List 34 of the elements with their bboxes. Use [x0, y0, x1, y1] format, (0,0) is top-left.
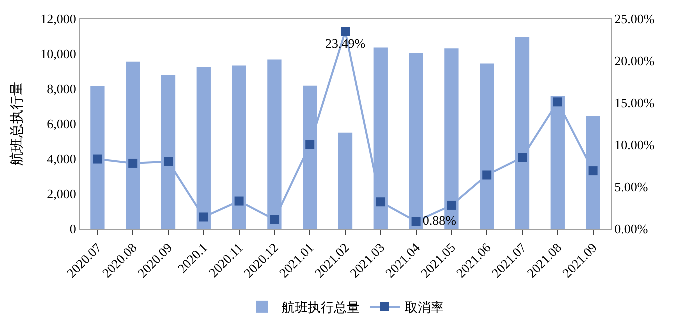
point [128, 158, 138, 168]
point [447, 200, 456, 210]
y2-tick-label: 15.00% [614, 96, 655, 111]
y-tick-label: 6,000 [47, 116, 76, 132]
point [341, 27, 350, 36]
point [306, 140, 315, 150]
point [234, 196, 244, 206]
y2-tick-label: 25.00% [614, 12, 655, 27]
y-tick-label: 0 [70, 222, 76, 237]
point [412, 217, 421, 226]
y2-tick-label: 10.00% [614, 138, 655, 153]
point [199, 212, 208, 222]
point [164, 157, 173, 166]
point [518, 153, 527, 162]
y-tick-label: 8,000 [47, 82, 76, 97]
legend-label: 航班执行总量 [282, 300, 360, 316]
y-tick-label: 10,000 [40, 46, 76, 62]
point [376, 198, 386, 207]
point [270, 215, 280, 224]
point [93, 154, 102, 164]
y2-tick-label: 20.00% [614, 54, 655, 69]
y-axis-title: 航班总执行量 [9, 82, 26, 166]
legend-label: 取消率 [405, 300, 444, 316]
y2-tick-label: 5.00% [614, 180, 648, 195]
data-label: 0.88% [422, 212, 457, 228]
y2-tick-label: 0.00% [614, 222, 648, 237]
data-label: 23.49% [325, 36, 366, 52]
y-tick-label: 4,000 [47, 152, 76, 167]
y-tick-label: 12,000 [40, 12, 76, 27]
bar [338, 132, 353, 229]
y-tick-label: 2,000 [47, 186, 76, 202]
point [553, 98, 562, 107]
point [482, 170, 492, 180]
point [588, 166, 598, 176]
